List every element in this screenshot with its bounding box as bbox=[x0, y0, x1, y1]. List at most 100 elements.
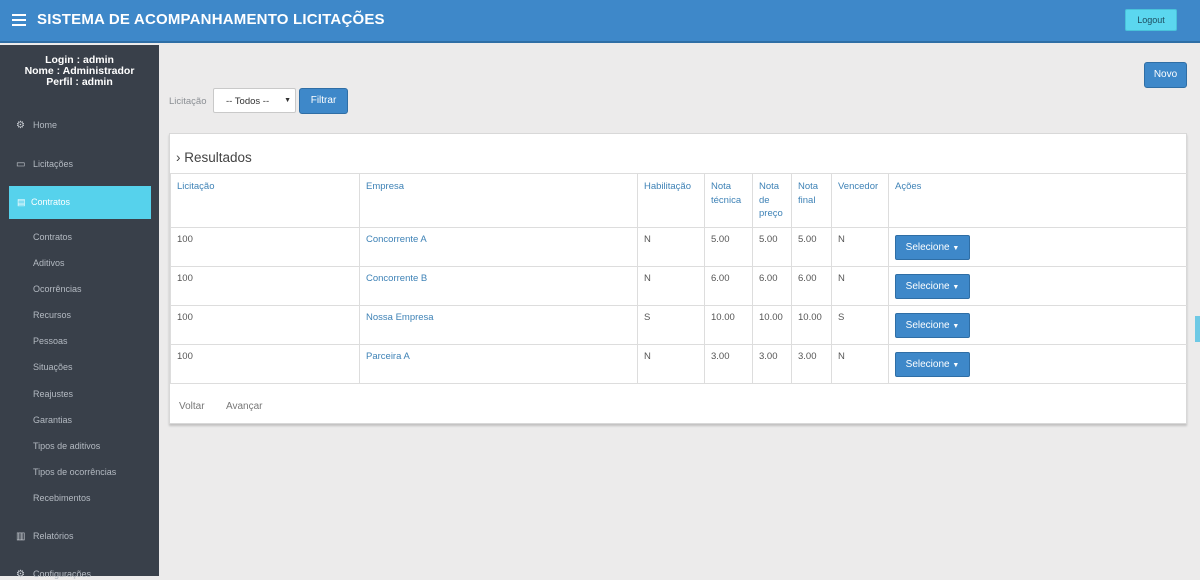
cell-acoes: Selecione ▼ bbox=[888, 343, 1188, 384]
cell-empresa: Concorrente B bbox=[359, 265, 638, 306]
results-table: Licitação Empresa Habilitação Nota técni… bbox=[170, 173, 1188, 384]
table-header-row: Licitação Empresa Habilitação Nota técni… bbox=[170, 173, 1188, 228]
selecione-dropdown-button[interactable]: Selecione ▼ bbox=[895, 351, 970, 377]
sidebar-subitem-garantias[interactable]: Garantias bbox=[33, 415, 73, 425]
cell-vencedor: S bbox=[831, 304, 889, 345]
cell-vencedor: N bbox=[831, 343, 889, 384]
cell-nota-tecnica: 3.00 bbox=[704, 343, 753, 384]
pager-prev-link[interactable]: Voltar bbox=[179, 401, 205, 412]
caret-down-icon: ▼ bbox=[952, 283, 960, 291]
monitor-icon: ▭ bbox=[16, 159, 26, 170]
logout-button[interactable]: Logout bbox=[1125, 9, 1177, 31]
cell-nota-final: 6.00 bbox=[791, 265, 832, 306]
cell-nota-tecnica: 10.00 bbox=[704, 304, 753, 345]
sidebar-subitem-ocorrencias[interactable]: Ocorrências bbox=[33, 284, 82, 294]
dashboard-icon: ⚙ bbox=[16, 120, 25, 131]
user-login: Login : admin bbox=[45, 54, 114, 66]
selecione-label: Selecione bbox=[905, 319, 950, 331]
sidebar-item-licitacoes[interactable]: ▭ Licitações bbox=[16, 159, 73, 170]
sidebar-item-label: Home bbox=[33, 120, 58, 130]
selecione-dropdown-button[interactable]: Selecione ▼ bbox=[895, 234, 970, 260]
user-info: Login : admin Nome : Administrador Perfi… bbox=[0, 55, 159, 88]
column-header-habilitacao[interactable]: Habilitação bbox=[637, 173, 705, 228]
chevron-right-icon: › bbox=[176, 150, 181, 165]
side-scroll-tab[interactable] bbox=[1195, 316, 1200, 342]
caret-down-icon: ▼ bbox=[952, 322, 960, 330]
results-title-label: Resultados bbox=[184, 150, 252, 165]
sidebar-item-configuracoes[interactable]: ⚙ Configurações bbox=[16, 569, 91, 580]
hamburger-menu-icon[interactable] bbox=[12, 14, 26, 26]
pager-next-link[interactable]: Avançar bbox=[226, 401, 263, 412]
cell-habilitacao: N bbox=[637, 343, 705, 384]
results-title: › Resultados bbox=[176, 150, 252, 165]
cell-empresa: Nossa Empresa bbox=[359, 304, 638, 345]
cell-acoes: Selecione ▼ bbox=[888, 304, 1188, 345]
cell-nota-preco: 5.00 bbox=[752, 226, 792, 267]
column-header-acoes: Ações bbox=[888, 173, 1188, 228]
cell-vencedor: N bbox=[831, 265, 889, 306]
cell-nota-tecnica: 6.00 bbox=[704, 265, 753, 306]
table-row: 100 Concorrente B N 6.00 6.00 6.00 N Sel… bbox=[170, 265, 1188, 306]
chart-icon: ▥ bbox=[16, 531, 26, 542]
cell-nota-tecnica: 5.00 bbox=[704, 226, 753, 267]
sidebar-subitem-tipos-de-aditivos[interactable]: Tipos de aditivos bbox=[33, 441, 101, 451]
cell-habilitacao: N bbox=[637, 226, 705, 267]
cell-acoes: Selecione ▼ bbox=[888, 226, 1188, 267]
sidebar-item-label: Contratos bbox=[31, 197, 71, 207]
cell-licitacao: 100 bbox=[170, 226, 360, 267]
licitacao-filter-label: Licitação bbox=[169, 96, 207, 107]
user-profile: Perfil : admin bbox=[46, 76, 113, 88]
cell-nota-preco: 6.00 bbox=[752, 265, 792, 306]
selecione-dropdown-button[interactable]: Selecione ▼ bbox=[895, 273, 970, 299]
cell-vencedor: N bbox=[831, 226, 889, 267]
sidebar-subitem-contratos[interactable]: Contratos bbox=[33, 232, 73, 242]
sidebar-subitem-pessoas[interactable]: Pessoas bbox=[33, 336, 68, 346]
sidebar-item-contratos[interactable]: ▤ Contratos bbox=[9, 186, 151, 219]
table-row: 100 Concorrente A N 5.00 5.00 5.00 N Sel… bbox=[170, 226, 1188, 267]
cell-nota-final: 5.00 bbox=[791, 226, 832, 267]
cell-licitacao: 100 bbox=[170, 304, 360, 345]
sidebar-subitem-tipos-de-ocorrencias[interactable]: Tipos de ocorrências bbox=[33, 467, 117, 477]
cell-nota-final: 10.00 bbox=[791, 304, 832, 345]
cell-licitacao: 100 bbox=[170, 343, 360, 384]
licitacao-select[interactable]: -- Todos -- ▼ bbox=[213, 88, 296, 113]
cell-habilitacao: S bbox=[637, 304, 705, 345]
selecione-dropdown-button[interactable]: Selecione ▼ bbox=[895, 312, 970, 338]
column-header-nota-preco[interactable]: Nota de preço bbox=[752, 173, 792, 228]
sidebar-item-home[interactable]: ⚙ Home bbox=[16, 120, 57, 131]
cell-nota-final: 3.00 bbox=[791, 343, 832, 384]
cell-empresa: Parceira A bbox=[359, 343, 638, 384]
cell-licitacao: 100 bbox=[170, 265, 360, 306]
selecione-label: Selecione bbox=[905, 280, 950, 292]
novo-button[interactable]: Novo bbox=[1144, 62, 1187, 88]
top-navbar: SISTEMA DE ACOMPANHAMENTO LICITAÇÕES Log… bbox=[0, 0, 1200, 43]
column-header-licitacao[interactable]: Licitação bbox=[170, 173, 360, 228]
sidebar-subitem-aditivos[interactable]: Aditivos bbox=[33, 258, 65, 268]
sidebar-subitem-reajustes[interactable]: Reajustes bbox=[33, 389, 74, 399]
cell-habilitacao: N bbox=[637, 265, 705, 306]
column-header-nota-final[interactable]: Nota final bbox=[791, 173, 832, 228]
caret-down-icon: ▼ bbox=[284, 97, 291, 104]
sidebar-item-label: Configurações bbox=[33, 569, 92, 579]
filtrar-button[interactable]: Filtrar bbox=[299, 88, 348, 114]
cell-nota-preco: 3.00 bbox=[752, 343, 792, 384]
column-header-nota-tecnica[interactable]: Nota técnica bbox=[704, 173, 753, 228]
user-name: Nome : Administrador bbox=[24, 65, 135, 77]
licitacao-select-value: -- Todos -- bbox=[226, 96, 270, 107]
cell-nota-preco: 10.00 bbox=[752, 304, 792, 345]
cell-empresa: Concorrente A bbox=[359, 226, 638, 267]
sidebar-item-label: Licitações bbox=[33, 159, 74, 169]
column-header-vencedor[interactable]: Vencedor bbox=[831, 173, 889, 228]
sidebar-item-label: Relatórios bbox=[33, 531, 74, 541]
sidebar-subitem-situacoes[interactable]: Situações bbox=[33, 362, 73, 372]
app-title: SISTEMA DE ACOMPANHAMENTO LICITAÇÕES bbox=[37, 11, 385, 28]
sidebar-subitem-recursos[interactable]: Recursos bbox=[33, 310, 72, 320]
sidebar-item-relatorios[interactable]: ▥ Relatórios bbox=[16, 531, 74, 542]
cell-acoes: Selecione ▼ bbox=[888, 265, 1188, 306]
table-row: 100 Nossa Empresa S 10.00 10.00 10.00 S … bbox=[170, 304, 1188, 345]
column-header-empresa[interactable]: Empresa bbox=[359, 173, 638, 228]
caret-down-icon: ▼ bbox=[952, 361, 960, 369]
cogs-icon: ⚙ bbox=[16, 569, 25, 580]
sidebar-subitem-recebimentos[interactable]: Recebimentos bbox=[33, 493, 91, 503]
table-row: 100 Parceira A N 3.00 3.00 3.00 N Seleci… bbox=[170, 343, 1188, 384]
